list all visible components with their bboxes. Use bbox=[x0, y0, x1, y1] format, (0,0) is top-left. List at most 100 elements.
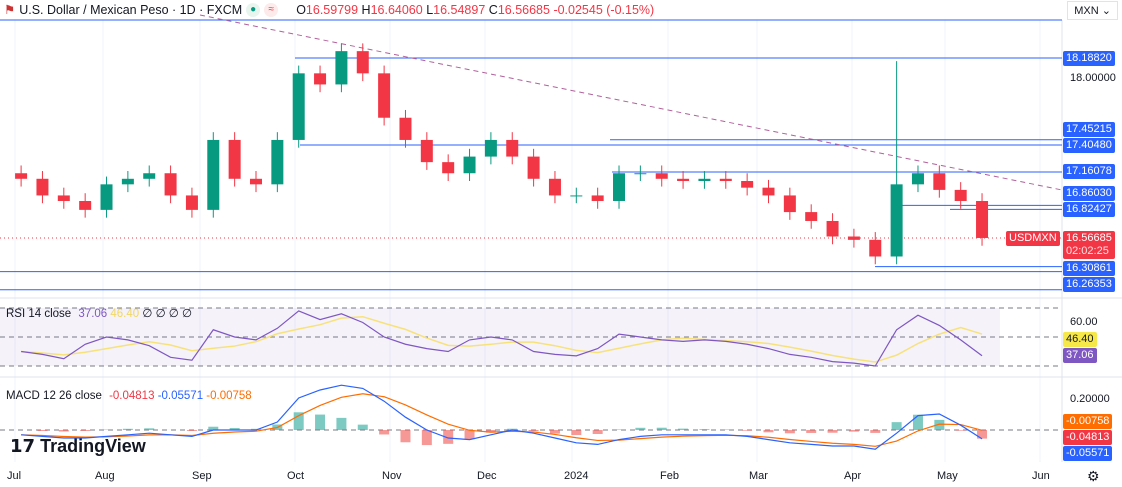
approx-icon: ≈ bbox=[264, 2, 279, 17]
candle-body bbox=[762, 187, 775, 196]
macd-histogram-bar bbox=[891, 422, 902, 430]
macd-histogram-bar bbox=[934, 419, 945, 430]
time-tick: Jul bbox=[7, 470, 22, 482]
price-level-label: 18.18820 bbox=[1063, 51, 1115, 66]
candle-body bbox=[634, 173, 647, 175]
macd-histogram-bar bbox=[144, 428, 155, 430]
macd-histogram-bar bbox=[443, 430, 454, 444]
candle-body bbox=[591, 195, 604, 201]
time-tick: 2024 bbox=[564, 470, 589, 482]
time-tick: May bbox=[937, 470, 958, 482]
price-level-label: 17.45215 bbox=[1063, 122, 1115, 137]
candle-body bbox=[15, 173, 28, 179]
candle-body bbox=[292, 73, 305, 140]
candle-body bbox=[143, 173, 156, 179]
candle-body bbox=[442, 162, 455, 174]
time-tick: Sep bbox=[192, 470, 212, 482]
macd-histogram-bar bbox=[699, 429, 710, 430]
macd-histogram-bar bbox=[528, 430, 539, 432]
candle-body bbox=[271, 139, 284, 185]
candle-body bbox=[36, 178, 49, 196]
macd-histogram-bar bbox=[336, 417, 347, 430]
macd-histogram-bar bbox=[784, 430, 795, 434]
candle-body bbox=[698, 178, 711, 182]
macd-histogram-bar bbox=[656, 427, 667, 430]
candle-body bbox=[933, 173, 946, 190]
candle-body bbox=[420, 139, 433, 163]
candle-body bbox=[783, 195, 796, 213]
price-level-label: 16.86030 bbox=[1063, 186, 1115, 201]
candle-body bbox=[484, 139, 497, 157]
price-level-label: 16.26353 bbox=[1063, 277, 1115, 292]
macd-histogram-bar bbox=[208, 426, 219, 430]
candle-body bbox=[805, 212, 818, 221]
tradingview-logo[interactable]: 𝟭𝟳 TradingView bbox=[10, 436, 146, 456]
macd-histogram-bar bbox=[592, 430, 603, 434]
symbol-title[interactable]: U.S. Dollar / Mexican Peso · 1D · FXCM bbox=[19, 2, 243, 17]
macd-histogram-bar bbox=[571, 430, 582, 436]
candle-body bbox=[527, 156, 540, 179]
rsi-legend: RSI 14 close 37.06 46.40 ∅ ∅ ∅ ∅ bbox=[6, 308, 193, 320]
settings-icon[interactable]: ⚙ bbox=[1087, 468, 1100, 484]
candle-body bbox=[655, 173, 668, 179]
price-tick: 18.00000 bbox=[1070, 72, 1116, 84]
candle-body bbox=[954, 189, 967, 201]
macd-histogram-bar bbox=[848, 430, 859, 432]
candle-body bbox=[463, 156, 476, 174]
candle-body bbox=[249, 178, 262, 185]
macd-histogram-bar bbox=[912, 414, 923, 430]
candle-body bbox=[570, 195, 583, 197]
macd-histogram-bar bbox=[763, 430, 774, 433]
candle-body bbox=[185, 195, 198, 210]
macd-histogram-bar bbox=[186, 430, 197, 431]
candle-body bbox=[506, 139, 519, 157]
price-level-label: 17.40480 bbox=[1063, 138, 1115, 153]
macd-histogram-bar bbox=[400, 430, 411, 443]
macd-histogram-bar bbox=[742, 430, 753, 431]
candle-body bbox=[100, 184, 113, 210]
macd-histogram-bar bbox=[293, 412, 304, 430]
price-level-label: 17.16078 bbox=[1063, 164, 1115, 179]
macd-histogram-bar bbox=[549, 430, 560, 434]
macd-histogram-bar bbox=[80, 430, 91, 431]
candle-body bbox=[228, 139, 241, 179]
candle-body bbox=[741, 181, 754, 188]
macd-histogram-bar bbox=[379, 430, 390, 435]
time-tick: Oct bbox=[287, 470, 305, 482]
rsi-ma-label: 46.40 bbox=[1063, 332, 1097, 347]
macd-histogram-bar bbox=[678, 428, 689, 430]
macd-line-label: -0.05571 bbox=[1063, 446, 1113, 461]
market-open-icon: ● bbox=[246, 2, 261, 17]
macd-histogram-bar bbox=[870, 430, 881, 433]
time-tick: Apr bbox=[844, 470, 862, 482]
trend-line bbox=[199, 14, 1063, 191]
candle-body bbox=[847, 236, 860, 240]
candle-body bbox=[869, 239, 882, 257]
candle-body bbox=[911, 173, 924, 185]
macd-histogram-bar bbox=[827, 430, 838, 433]
macd-histogram-bar bbox=[806, 430, 817, 433]
macd-histogram-bar bbox=[58, 430, 69, 432]
currency-select[interactable]: MXN ⌄ bbox=[1067, 1, 1118, 20]
macd-histogram-bar bbox=[464, 430, 475, 440]
macd-histogram-bar bbox=[955, 430, 966, 431]
macd-tick: 0.20000 bbox=[1070, 393, 1110, 405]
macd-histogram-bar bbox=[357, 424, 368, 430]
candle-body bbox=[207, 139, 220, 210]
time-tick: Jun bbox=[1032, 470, 1050, 482]
candle-body bbox=[826, 220, 839, 237]
macd-histogram-bar bbox=[507, 428, 518, 430]
candle-body bbox=[548, 178, 561, 196]
candle-body bbox=[719, 178, 732, 182]
candle-body bbox=[890, 184, 903, 257]
chart-header: ⚑ U.S. Dollar / Mexican Peso · 1D · FXCM… bbox=[4, 2, 654, 17]
rsi-line bbox=[21, 310, 983, 367]
time-tick: Aug bbox=[95, 470, 115, 482]
time-tick: Nov bbox=[382, 470, 402, 482]
macd-hist-label: -0.04813 bbox=[1063, 430, 1113, 445]
rsi-tick: 60.00 bbox=[1070, 316, 1098, 328]
candle-body bbox=[164, 173, 177, 196]
macd-legend: MACD 12 26 close -0.04813 -0.05571 -0.00… bbox=[6, 390, 252, 402]
